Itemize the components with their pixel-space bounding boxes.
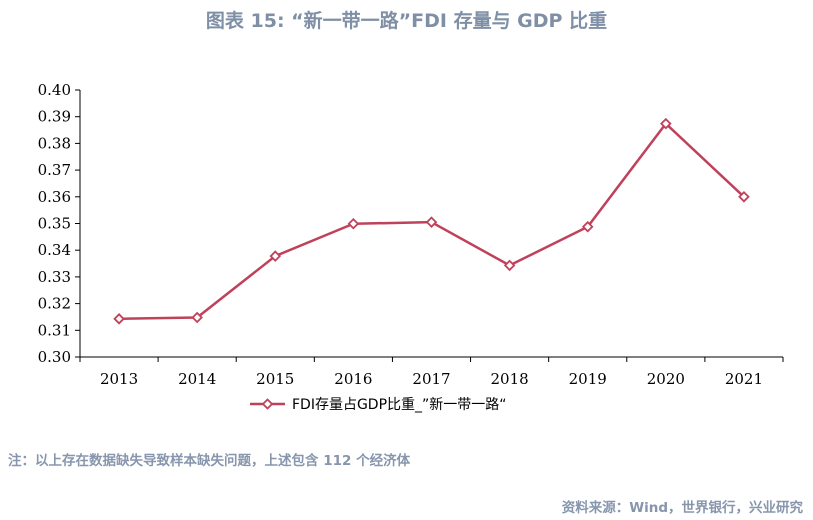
data-point <box>503 259 516 272</box>
x-tick-label: 2018 <box>491 370 529 388</box>
chart-axes <box>75 89 784 362</box>
data-point <box>581 220 594 233</box>
y-tick-label: 0.37 <box>38 161 71 179</box>
x-tick-label: 2020 <box>647 370 685 388</box>
x-tick-labels: 2013 2014 2015 2016 2017 2018 2019 2020 2021 <box>100 370 763 388</box>
y-tick-label: 0.31 <box>38 321 71 339</box>
x-tick-label: 2014 <box>178 370 216 388</box>
y-tick-label: 0.39 <box>38 108 71 126</box>
source-note: 资料来源：Wind，世界银行，兴业研究 <box>561 500 803 516</box>
legend-label: FDI存量占GDP比重_”新一带一路“ <box>292 397 507 413</box>
data-point <box>738 191 750 203</box>
data-point <box>113 313 125 325</box>
x-tick-label: 2013 <box>100 370 138 388</box>
x-tick-label: 2019 <box>569 370 607 388</box>
plot-area <box>113 117 750 325</box>
y-tick-label: 0.36 <box>38 188 71 206</box>
y-tick-label: 0.33 <box>38 268 71 286</box>
x-tick-label: 2017 <box>412 370 450 388</box>
y-tick-labels: 0.30 0.31 0.32 0.33 0.34 0.35 0.36 0.37 0.38 0.39… <box>38 81 71 366</box>
y-tick-label: 0.38 <box>38 134 71 152</box>
y-tick-label: 0.34 <box>38 241 71 259</box>
chart-title: 图表 15: “新一带一路”FDI 存量与 GDP 比重 <box>205 10 608 32</box>
data-point <box>347 217 360 230</box>
data-point <box>269 250 282 262</box>
x-tick-label: 2021 <box>725 370 763 388</box>
data-point <box>191 311 203 324</box>
legend: FDI存量占GDP比重_”新一带一路“ <box>250 397 507 413</box>
x-tick-label: 2016 <box>334 370 372 388</box>
y-tick-label: 0.35 <box>38 215 71 233</box>
data-point <box>425 216 438 228</box>
legend-marker <box>261 398 274 410</box>
y-tick-label: 0.30 <box>38 348 71 366</box>
y-tick-label: 0.32 <box>38 295 71 313</box>
footnote: 注：以上存在数据缺失导致样本缺失问题，上述包含 112 个经济体 <box>8 453 411 469</box>
x-tick-label: 2015 <box>256 370 294 388</box>
data-point <box>660 117 672 130</box>
y-tick-label: 0.40 <box>38 81 71 99</box>
